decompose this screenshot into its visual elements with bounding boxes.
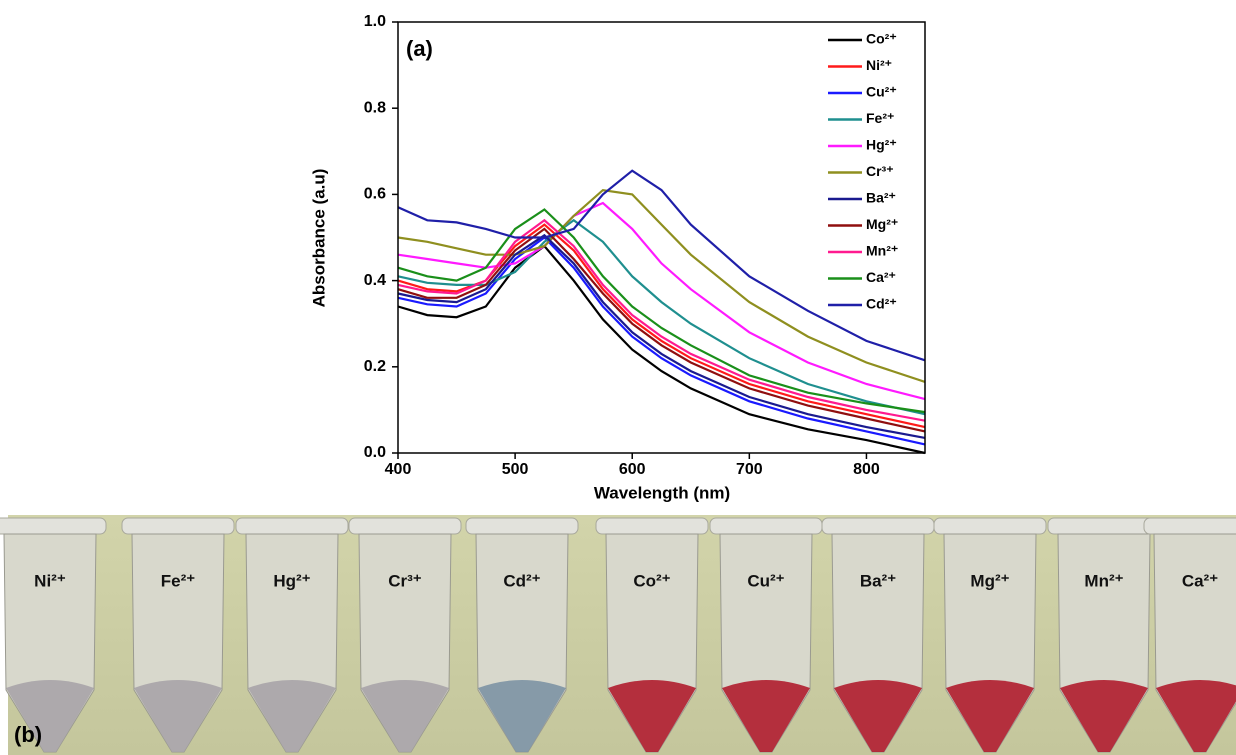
tube-label: Ca²⁺ — [1182, 571, 1218, 590]
y-tick-label: 0.6 — [364, 186, 386, 203]
plot-frame — [397, 21, 926, 454]
tube-label: Ni²⁺ — [34, 571, 66, 590]
x-tick-label: 500 — [502, 461, 529, 478]
tube-cap — [121, 517, 235, 535]
tube-cap — [933, 517, 1047, 535]
x-axis-label: Wavelength (nm) — [594, 483, 730, 502]
tube-label: Co²⁺ — [633, 571, 670, 590]
tube-cap — [1143, 517, 1236, 535]
y-tick-label: 0.8 — [364, 99, 386, 116]
legend-label: Mg²⁺ — [866, 216, 898, 232]
tube-label: Mg²⁺ — [970, 571, 1009, 590]
x-tick-label: 400 — [385, 461, 412, 478]
tube-cap — [0, 517, 107, 535]
tube-liquid — [1156, 680, 1236, 752]
legend-label: Ni²⁺ — [866, 57, 892, 73]
tube-label: Cd²⁺ — [503, 571, 540, 590]
tube-liquid — [478, 680, 566, 752]
legend-label: Ba²⁺ — [866, 190, 896, 206]
series-line — [397, 218, 926, 416]
legend-label: Cu²⁺ — [866, 84, 897, 100]
series-line — [397, 188, 926, 383]
y-tick-label: 0.0 — [364, 444, 386, 461]
series-line — [397, 201, 926, 401]
chart: (a) Wavelength (nm) Absorbance (a.u) 0.0… — [309, 13, 926, 502]
legend-label: Cr³⁺ — [866, 163, 894, 179]
tubes: Ni²⁺ Fe²⁺ Hg²⁺ Cr³⁺ Cd²⁺ Co²⁺ Cu²⁺ Ba²⁺ Mg²⁺ Mn²⁺… — [0, 517, 1236, 753]
tube-liquid — [722, 680, 810, 752]
tube-liquid — [134, 680, 222, 752]
x-tick-label: 700 — [736, 461, 763, 478]
series-line — [397, 244, 926, 455]
panel-label: (b) — [14, 722, 42, 747]
series-line — [397, 169, 926, 362]
tube-liquid — [361, 680, 449, 752]
tube-cap — [595, 517, 709, 535]
tube-cap — [709, 517, 823, 535]
series-line — [397, 236, 926, 446]
tube-cap — [821, 517, 935, 535]
tube-liquid — [1060, 680, 1148, 752]
tube-cap — [235, 517, 349, 535]
x-tick-label: 800 — [853, 461, 880, 478]
tube-cap — [465, 517, 579, 535]
tube-cap — [1047, 517, 1161, 535]
x-tick-label: 600 — [619, 461, 646, 478]
legend-label: Ca²⁺ — [866, 269, 896, 285]
tube-liquid — [608, 680, 696, 752]
annotation: (a) — [406, 36, 433, 61]
legend-label: Fe²⁺ — [866, 110, 894, 126]
tube-label: Ba²⁺ — [860, 571, 896, 590]
tube-label: Cr³⁺ — [388, 571, 422, 590]
y-tick-label: 0.2 — [364, 358, 386, 375]
tube-liquid — [248, 680, 336, 752]
y-tick-label: 1.0 — [364, 13, 386, 30]
y-tick-label: 0.4 — [364, 272, 386, 289]
series-line — [397, 208, 926, 414]
tube-label: Mn²⁺ — [1084, 571, 1123, 590]
series-line — [397, 223, 926, 429]
legend-label: Co²⁺ — [866, 31, 897, 47]
tube-label: Hg²⁺ — [273, 571, 310, 590]
legend-label: Mn²⁺ — [866, 243, 898, 259]
legend-label: Hg²⁺ — [866, 137, 897, 153]
tube-label: Cu²⁺ — [747, 571, 784, 590]
series-line — [397, 218, 926, 422]
legend-label: Cd²⁺ — [866, 296, 897, 312]
tube-liquid — [834, 680, 922, 752]
tube-liquid — [6, 680, 94, 752]
series-line — [397, 227, 926, 433]
tube-label: Fe²⁺ — [161, 571, 196, 590]
tube-liquid — [946, 680, 1034, 752]
series-line — [397, 233, 926, 439]
y-axis-label: Absorbance (a.u) — [309, 169, 328, 308]
tube-cap — [348, 517, 462, 535]
